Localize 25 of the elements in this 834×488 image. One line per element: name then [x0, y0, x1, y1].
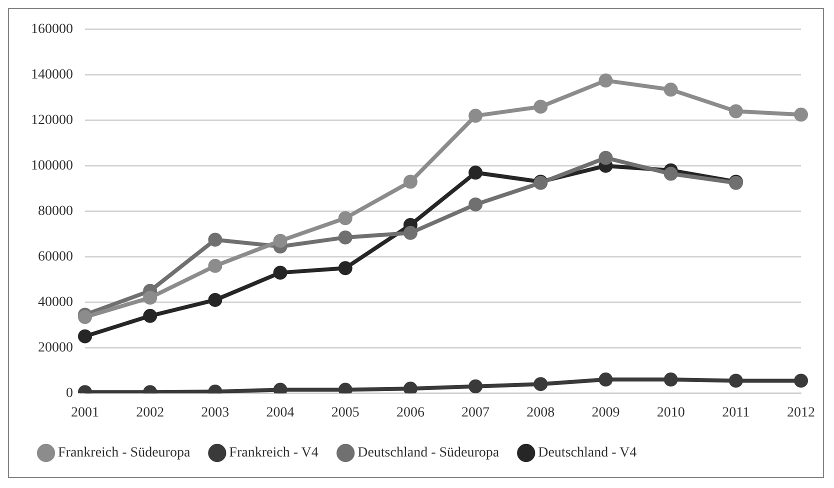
y-tick-label: 60000	[38, 249, 73, 264]
y-tick-label: 100000	[31, 158, 73, 174]
legend-label: Frankreich - V4	[229, 446, 318, 461]
x-tick-label: 2008	[526, 405, 555, 420]
x-tick-label: 2003	[201, 405, 230, 420]
y-tick-label: 120000	[31, 113, 73, 128]
y-tick-label: 20000	[38, 340, 73, 356]
y-tick-label: 80000	[38, 204, 73, 219]
y-tick-label: 160000	[31, 22, 73, 38]
y-tick-label: 40000	[38, 294, 73, 310]
x-tick-label: 2002	[136, 405, 164, 420]
y-tick-label: 0	[66, 386, 73, 401]
x-tick-label: 2009	[592, 405, 620, 420]
x-tick-label: 2010	[656, 405, 685, 420]
legend-label: Deutschland - Südeuropa	[358, 446, 500, 461]
x-tick-label: 2001	[71, 405, 99, 420]
legend-label: Deutschland - V4	[538, 446, 637, 461]
x-tick-label: 2006	[396, 405, 424, 420]
x-tick-label: 2012	[787, 405, 815, 420]
x-tick-label: 2007	[462, 405, 490, 420]
y-tick-label: 140000	[31, 68, 73, 83]
x-tick-label: 2004	[266, 405, 294, 420]
x-tick-label: 2005	[331, 405, 360, 420]
x-tick-label: 2011	[722, 405, 750, 420]
legend-label: Frankreich - Südeuropa	[58, 446, 191, 461]
